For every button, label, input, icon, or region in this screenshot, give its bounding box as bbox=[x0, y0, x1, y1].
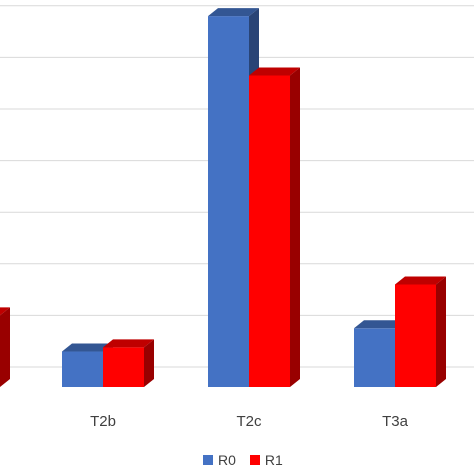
bar-r1-2 bbox=[249, 67, 300, 388]
legend-label-r1: R1 bbox=[264, 452, 283, 468]
bar-top bbox=[354, 320, 405, 329]
bar-top bbox=[395, 276, 446, 285]
x-tick-label: T2c bbox=[236, 413, 262, 430]
legend-item-r1: R1 bbox=[249, 452, 283, 468]
bar-side bbox=[436, 276, 446, 387]
bar-r1-0 bbox=[0, 307, 10, 387]
legend: R0 R1 bbox=[203, 452, 283, 468]
legend-swatch-r1 bbox=[249, 455, 260, 465]
bar-front bbox=[249, 75, 290, 388]
x-tick-label: T3a bbox=[382, 413, 409, 430]
bar-side bbox=[290, 67, 300, 388]
bar-top bbox=[62, 343, 113, 352]
bar-side bbox=[0, 307, 10, 387]
bar-top bbox=[208, 8, 259, 17]
bar-front bbox=[208, 16, 249, 388]
bar-top bbox=[103, 339, 154, 348]
legend-label-r0: R0 bbox=[218, 452, 236, 468]
legend-swatch-r0 bbox=[203, 455, 213, 465]
x-tick-label: T2b bbox=[90, 413, 116, 430]
bar-front bbox=[395, 284, 436, 387]
x-tick-labels: T2b T2c T3a bbox=[90, 413, 409, 430]
bars-group bbox=[0, 8, 446, 388]
bar-front bbox=[103, 347, 144, 387]
bar-side bbox=[144, 339, 154, 387]
bar-r1-1 bbox=[103, 339, 154, 387]
bar-front bbox=[354, 328, 395, 387]
bar-r0-1 bbox=[62, 343, 113, 387]
bar-front bbox=[62, 351, 103, 387]
legend-item-r0: R0 bbox=[203, 452, 236, 468]
bar-r1-3 bbox=[395, 276, 446, 387]
bar-top bbox=[249, 67, 300, 76]
